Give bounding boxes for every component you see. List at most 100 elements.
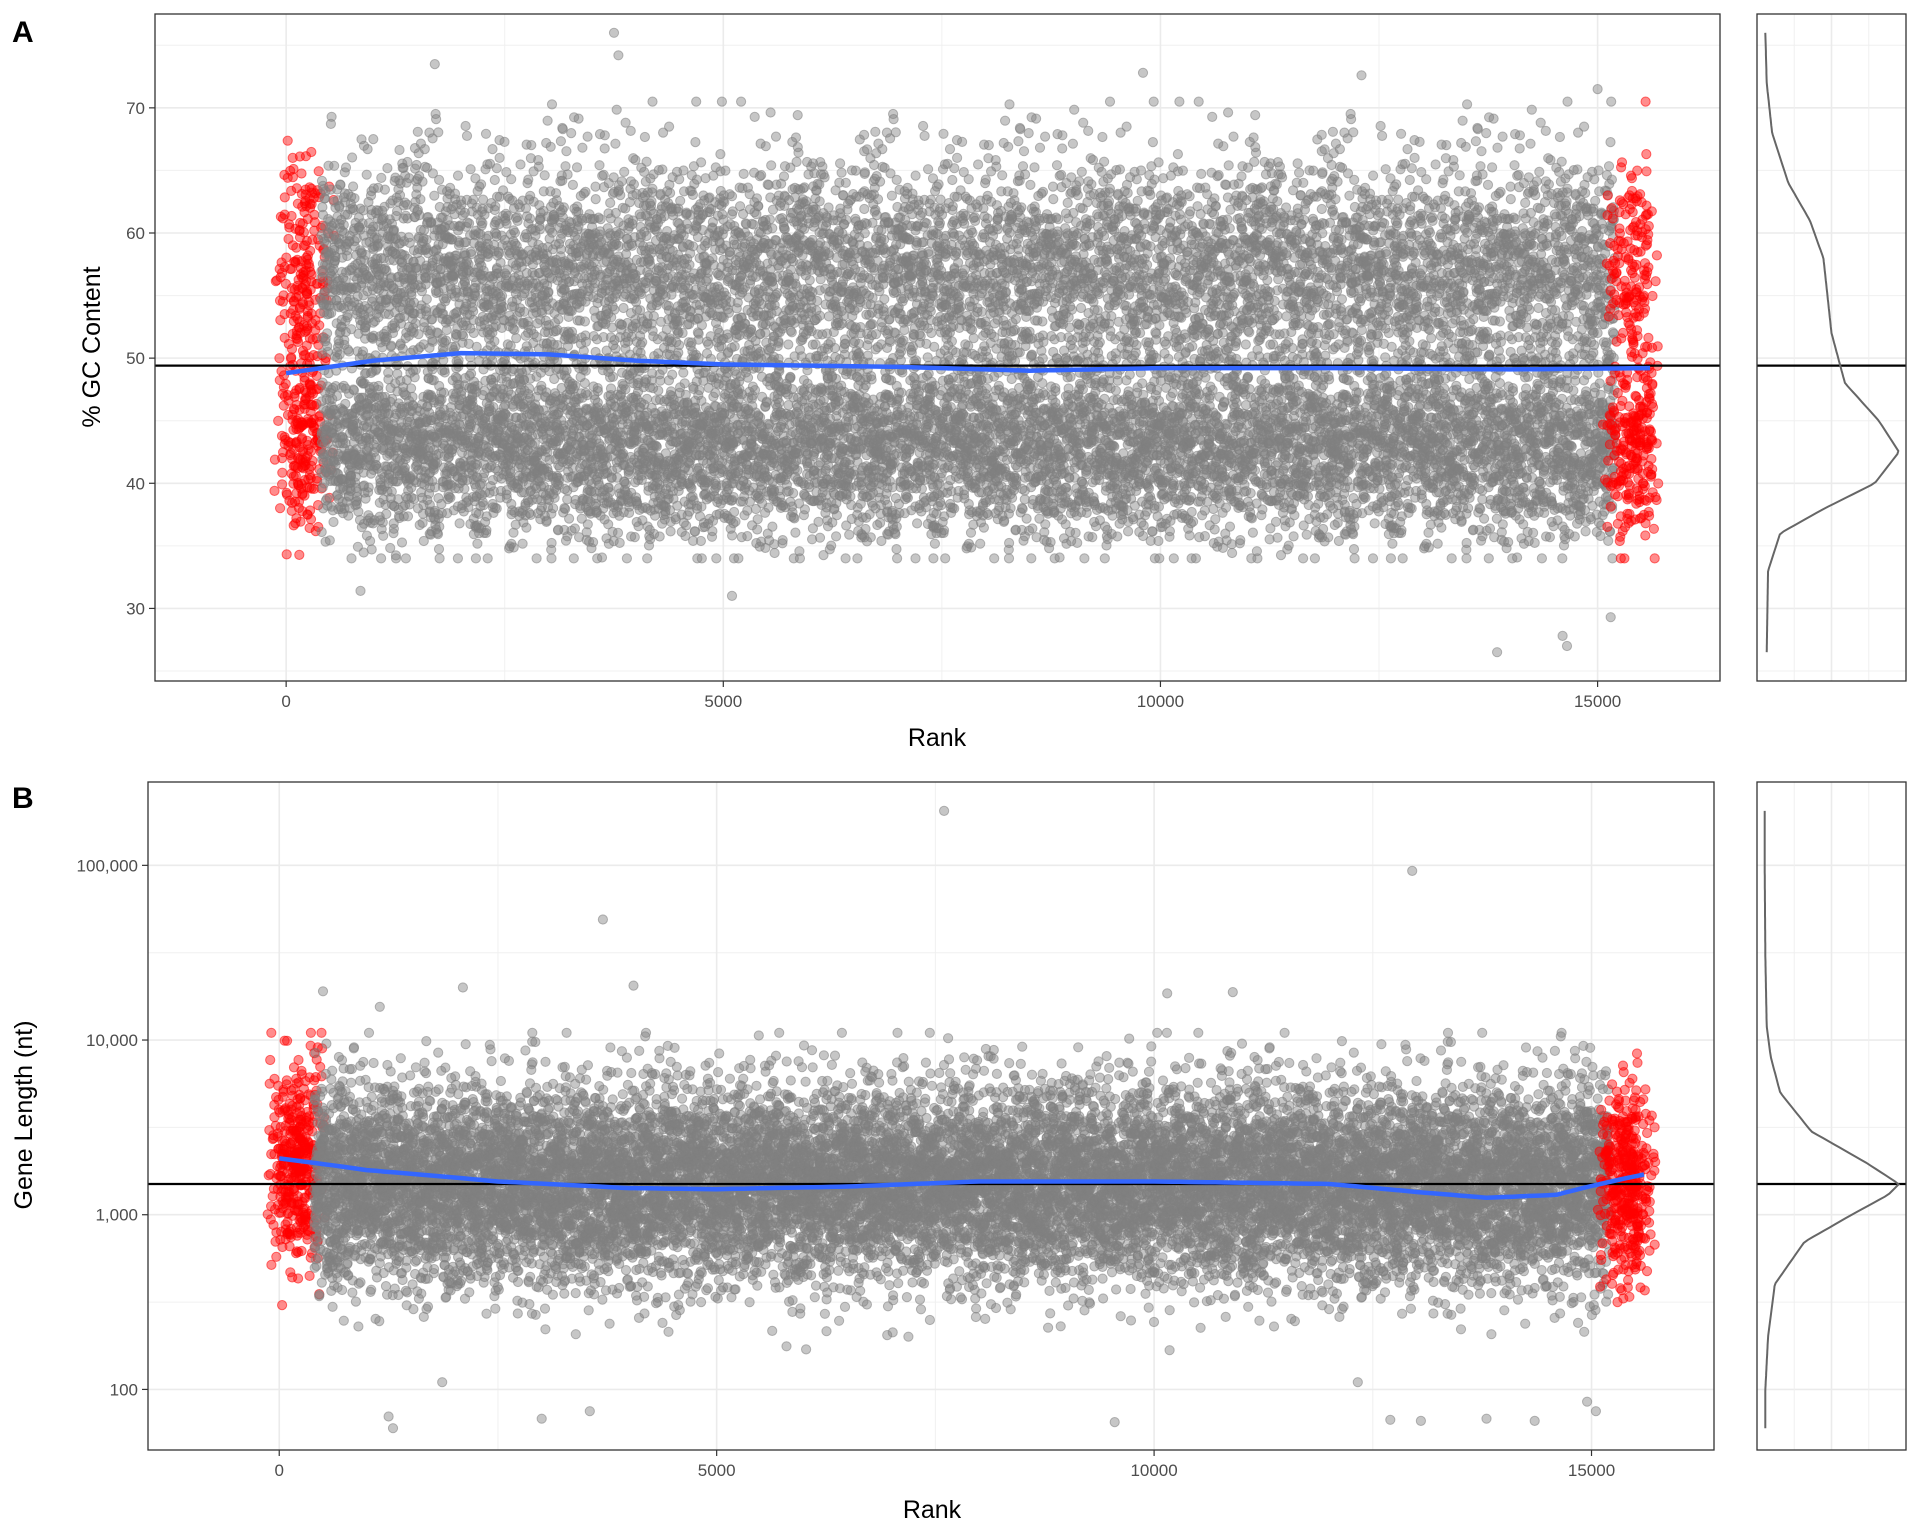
data-point [696, 157, 707, 168]
data-point [679, 378, 690, 389]
data-point [678, 367, 689, 378]
data-point [620, 384, 631, 395]
data-point [545, 141, 556, 152]
data-point [615, 190, 626, 201]
highlighted-point [281, 549, 292, 560]
data-point [553, 475, 565, 486]
highlighted-point [275, 315, 286, 326]
highlighted-point [288, 444, 299, 455]
data-point [346, 553, 357, 564]
data-point [417, 517, 428, 529]
data-point [568, 553, 579, 564]
data-point [557, 124, 568, 135]
data-point [434, 553, 445, 564]
data-point [546, 553, 557, 564]
data-point [381, 508, 392, 520]
data-point [594, 160, 605, 171]
data-point [402, 511, 414, 522]
data-point [347, 152, 358, 163]
data-point [641, 393, 653, 404]
data-point [477, 218, 488, 229]
highlighted-point [286, 343, 298, 355]
data-point [470, 553, 481, 564]
data-point [362, 144, 373, 155]
data-point [580, 186, 591, 197]
data-point [580, 365, 591, 376]
highlighted-point [298, 350, 309, 361]
highlighted-point [306, 379, 317, 390]
data-point [702, 267, 714, 278]
data-point [326, 307, 337, 319]
highlighted-point [277, 467, 288, 478]
highlighted-point [292, 336, 304, 347]
highlighted-point [298, 457, 309, 468]
data-point [566, 128, 577, 139]
data-point [546, 99, 558, 110]
data-point [696, 320, 708, 331]
data-point [441, 324, 452, 336]
data-point [452, 553, 463, 564]
data-point [610, 138, 621, 149]
data-point [361, 169, 372, 180]
highlighted-point [281, 487, 292, 498]
data-point [481, 525, 492, 536]
data-point [429, 190, 440, 201]
data-point [604, 487, 616, 498]
data-point [707, 526, 718, 537]
data-point [328, 516, 339, 528]
data-point [590, 194, 601, 205]
highlighted-point [302, 310, 313, 321]
data-point [577, 142, 588, 153]
data-point [365, 535, 376, 547]
data-point [684, 259, 695, 270]
data-point [480, 128, 492, 139]
highlighted-point [291, 183, 302, 194]
data-point [517, 538, 528, 549]
data-point [519, 306, 530, 317]
data-point [454, 518, 465, 529]
data-point [646, 196, 657, 207]
data-point [487, 355, 498, 366]
highlighted-point [277, 479, 288, 490]
highlighted-point [269, 485, 280, 496]
data-point [465, 164, 476, 175]
highlighted-point [274, 353, 285, 364]
data-point [590, 181, 601, 192]
data-point [406, 383, 417, 394]
data-point [667, 369, 678, 380]
data-point [561, 146, 572, 157]
data-point [605, 197, 616, 208]
data-point [515, 159, 526, 170]
data-point [620, 117, 631, 128]
panel-a-points [269, 27, 1664, 658]
data-point [399, 462, 410, 473]
data-point [377, 517, 388, 528]
data-point [628, 179, 640, 190]
data-point [335, 179, 346, 191]
data-point [531, 553, 542, 564]
data-point [616, 176, 627, 187]
data-point [316, 526, 327, 538]
data-point [639, 131, 651, 143]
data-point [588, 537, 599, 548]
data-point [445, 492, 456, 503]
data-point [487, 144, 498, 155]
data-point [678, 165, 689, 176]
data-point [619, 166, 630, 177]
data-point [412, 126, 423, 137]
data-point [625, 125, 636, 136]
data-point [614, 537, 625, 549]
highlighted-point [275, 272, 286, 283]
data-point [647, 96, 658, 107]
data-point [494, 152, 505, 163]
data-point [468, 306, 479, 317]
data-point [460, 120, 471, 132]
data-point [421, 294, 432, 305]
highlighted-point [277, 388, 288, 399]
data-point [511, 333, 522, 344]
data-point [526, 140, 537, 151]
data-point [382, 163, 393, 174]
data-point [368, 134, 379, 145]
data-point [564, 513, 575, 524]
